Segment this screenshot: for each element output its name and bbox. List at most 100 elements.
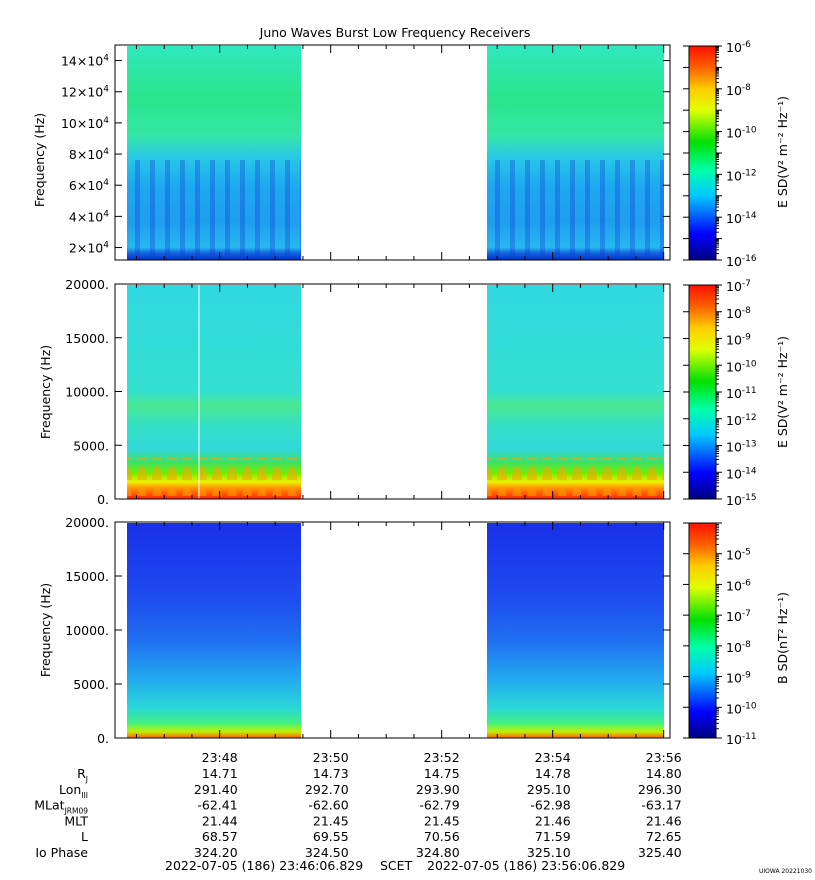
panel-1-y-ticks: 2×104 4×104 6×104 8×104 10×104 12×104 14×104 [61, 54, 670, 256]
colorbar-tick-label: 10-10 [726, 701, 757, 716]
ephemeris-row-label: MLatJRM09 [34, 798, 88, 816]
ephemeris-value: -62.79 [419, 798, 459, 813]
ephemeris-row-label: MLT [64, 813, 88, 828]
y-tick-label: 12×104 [61, 85, 109, 100]
ephemeris-value: 21.46 [646, 813, 682, 828]
ephemeris-value: 71.59 [535, 829, 571, 844]
ephemeris-value: 68.57 [202, 829, 238, 844]
y-tick-label: 2×104 [69, 241, 109, 256]
ephemeris-value: -62.60 [308, 798, 348, 813]
panel-1-colorbar-label: E SD(V² m⁻² Hz⁻¹) [775, 96, 790, 208]
y-tick-label: 8×104 [69, 147, 109, 162]
ephemeris-table: RJ 14.71 14.73 14.75 14.78 14.80 LonIII 291.40 2… [34, 766, 681, 860]
y-tick-label: 15000. [65, 331, 109, 346]
panel-2-y-label: Frequency (Hz) [38, 345, 53, 439]
chart-title: Juno Waves Burst Low Frequency Receivers [259, 25, 531, 40]
panel-3-x-ticks [135, 522, 665, 738]
ephemeris-value: 324.80 [416, 845, 460, 860]
y-tick-label: 5000. [73, 677, 109, 692]
colorbar-tick-label: 10-5 [726, 548, 751, 563]
panel-3: 0. 5000. 10000. 15000. 20000. Frequency (Hz)… [38, 515, 790, 747]
colorbar-tick-label: 10-9 [726, 671, 751, 686]
y-tick-label: 0. [97, 731, 109, 746]
ephemeris-value: 14.78 [535, 766, 571, 781]
colorbar-tick-label: 10-11 [726, 386, 757, 401]
ephemeris-value: 14.71 [202, 766, 238, 781]
panel-1: 2×104 4×104 6×104 8×104 10×104 12×104 14×104 F… [32, 40, 790, 269]
colorbar-tick-label: 10-14 [726, 466, 757, 481]
colorbar-tick-label: 10-10 [726, 359, 757, 374]
colorbar-tick-label: 10-8 [726, 83, 751, 98]
ephemeris-value: 21.44 [202, 813, 238, 828]
colorbar-tick-label: 10-11 [726, 732, 757, 747]
panel-3-data-left [127, 523, 301, 738]
panel-3-colorbar [688, 522, 717, 739]
panel-3-y-label: Frequency (Hz) [38, 583, 53, 677]
ephemeris-value: 291.40 [194, 782, 238, 797]
panel-3-colorbar-ticks: 10-5 10-6 10-7 10-8 10-9 10-10 10-11 [683, 522, 757, 747]
y-tick-label: 14×104 [61, 54, 109, 69]
panel-1-striations-left [127, 160, 301, 255]
panel-3-y-ticks: 0. 5000. 10000. 15000. 20000. [65, 515, 670, 746]
ephemeris-value: 72.65 [646, 829, 682, 844]
panel-3-colorbar-label: B SD(nT² Hz⁻¹) [775, 592, 790, 684]
ephemeris-value: -62.41 [197, 798, 237, 813]
panel-2-colorbar-label: E SD(V² m⁻² Hz⁻¹) [775, 336, 790, 448]
ephemeris-row-label: Io Phase [35, 845, 88, 860]
ephemeris-value: 296.30 [638, 782, 682, 797]
x-tick-label: 23:56 [646, 750, 682, 765]
y-tick-label: 4×104 [69, 209, 109, 224]
colorbar-tick-label: 10-8 [726, 306, 751, 321]
ephemeris-value: 324.50 [305, 845, 349, 860]
y-tick-label: 0. [97, 492, 109, 507]
panel-2-striations-right [487, 458, 664, 496]
colorbar-tick-label: 10-7 [726, 279, 751, 294]
ephemeris-value: 21.46 [535, 813, 571, 828]
y-tick-label: 20000. [65, 277, 109, 292]
ephemeris-value: 293.90 [416, 782, 460, 797]
ephemeris-value: 14.75 [424, 766, 460, 781]
ephemeris-value: 324.20 [194, 845, 238, 860]
ephemeris-value: 21.45 [424, 813, 460, 828]
footer-end-time: 2022-07-05 (186) 23:56:06.829 [427, 858, 625, 873]
colorbar-tick-label: 10-14 [726, 211, 757, 226]
panel-2-colorbar-ticks: 10-7 10-8 10-9 10-10 10-11 10-12 10-13 10-14 10-… [683, 279, 757, 508]
colorbar-tick-label: 10-10 [726, 126, 757, 141]
panel-2-y-ticks: 0. 5000. 10000. 15000. 20000. [65, 277, 670, 507]
x-tick-label: 23:54 [535, 750, 571, 765]
y-tick-label: 20000. [65, 515, 109, 530]
ephemeris-value: 70.56 [424, 829, 460, 844]
panel-1-colorbar-ticks: 10-6 10-8 10-10 10-12 10-14 10-16 [683, 40, 757, 269]
ephemeris-value: 21.45 [313, 813, 349, 828]
colorbar-tick-label: 10-7 [726, 609, 751, 624]
footer-scet: SCET [380, 858, 413, 873]
y-tick-label: 15000. [65, 569, 109, 584]
x-tick-label: 23:48 [202, 750, 238, 765]
panel-1-colorbar [688, 45, 717, 261]
ephemeris-value: 295.10 [527, 782, 571, 797]
y-tick-label: 6×104 [69, 178, 109, 193]
ephemeris-row-label: L [81, 829, 88, 844]
y-tick-label: 5000. [73, 438, 109, 453]
ephemeris-row-label: RJ [77, 766, 88, 784]
ephemeris-value: 292.70 [305, 782, 349, 797]
ephemeris-value: -63.17 [641, 798, 681, 813]
panel-2-x-ticks [135, 284, 665, 499]
ephemeris-value: 69.55 [313, 829, 349, 844]
panel-2-striations-left [127, 458, 301, 496]
colorbar-tick-label: 10-9 [726, 333, 751, 348]
footer-credit: UIOWA 20221030 [759, 868, 812, 875]
panel-2-colorbar [688, 284, 717, 500]
x-axis-tick-labels: 23:48 23:50 23:52 23:54 23:56 [202, 750, 682, 765]
panel-2: 0. 5000. 10000. 15000. 20000. Frequency (Hz)… [38, 277, 790, 508]
y-tick-label: 10000. [65, 385, 109, 400]
colorbar-tick-label: 10-15 [726, 493, 757, 508]
panel-1-plot-frame [114, 44, 671, 261]
colorbar-tick-label: 10-13 [726, 440, 757, 455]
panel-1-y-label: Frequency (Hz) [32, 113, 47, 207]
panel-3-data-right [487, 523, 664, 738]
colorbar-tick-label: 10-8 [726, 640, 751, 655]
y-tick-label: 10000. [65, 623, 109, 638]
colorbar-tick-label: 10-12 [726, 413, 757, 428]
ephemeris-value: 325.40 [638, 845, 682, 860]
